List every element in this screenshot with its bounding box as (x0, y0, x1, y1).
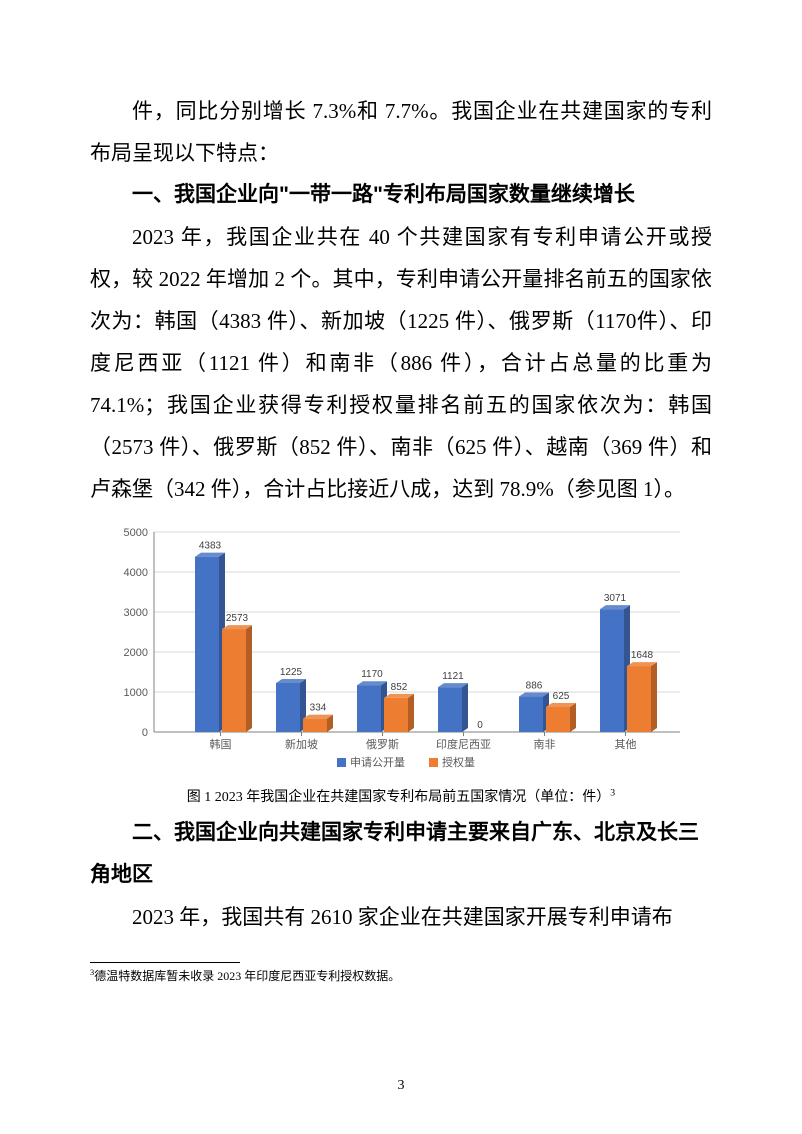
bar-chart: 0 1000 2000 3000 4000 5000 4383 2573 韩国 1225 334 新加… (106, 524, 696, 784)
svg-text:4383: 4383 (199, 541, 222, 552)
heading-1: 一、我国企业向"一带一路"专利布局国家数量继续增长 (90, 174, 712, 216)
caption-text: 图 1 2023 年我国企业在共建国家专利布局前五国家情况（单位：件） (187, 790, 611, 805)
footnote-1: 3德温特数据库暂未收录 2023 年印度尼西亚专利授权数据。 (90, 967, 712, 984)
svg-text:其他: 其他 (615, 738, 637, 751)
svg-text:1121: 1121 (442, 671, 464, 682)
page-number: 3 (0, 1078, 802, 1094)
svg-text:俄罗斯: 俄罗斯 (366, 738, 399, 751)
svg-text:0: 0 (477, 720, 483, 731)
svg-text:4000: 4000 (124, 567, 148, 579)
paragraph-3: 2023 年，我国共有 2610 家企业在共建国家开展专利申请布 (90, 896, 712, 938)
svg-text:1170: 1170 (361, 669, 383, 680)
svg-text:3071: 3071 (604, 593, 627, 604)
svg-text:2573: 2573 (226, 613, 249, 624)
caption-footnote-ref: 3 (610, 787, 615, 798)
svg-text:韩国: 韩国 (210, 737, 232, 751)
paragraph-1: 件，同比分别增长 7.3%和 7.7%。我国企业在共建国家的专利布局呈现以下特点… (90, 90, 712, 174)
svg-text:南非: 南非 (534, 738, 556, 751)
svg-text:申请公开量: 申请公开量 (350, 756, 405, 769)
figure-caption: 图 1 2023 年我国企业在共建国家专利布局前五国家情况（单位：件）3 (106, 786, 696, 806)
svg-text:1000: 1000 (124, 687, 148, 699)
svg-text:886: 886 (526, 681, 543, 692)
svg-text:1225: 1225 (280, 667, 303, 678)
svg-text:334: 334 (310, 703, 327, 714)
paragraph-2: 2023 年，我国企业共在 40 个共建国家有专利申请公开或授权，较 2022 … (90, 216, 712, 510)
svg-text:印度尼西亚: 印度尼西亚 (436, 737, 491, 751)
svg-text:授权量: 授权量 (442, 755, 475, 769)
svg-text:新加坡: 新加坡 (285, 737, 318, 751)
svg-text:3000: 3000 (124, 607, 148, 619)
svg-text:2000: 2000 (124, 647, 148, 659)
footnote-separator (90, 962, 240, 963)
heading-2: 二、我国企业向共建国家专利申请主要来自广东、北京及长三角地区 (90, 812, 712, 896)
figure-1: 0 1000 2000 3000 4000 5000 4383 2573 韩国 1225 334 新加… (106, 524, 696, 806)
svg-text:0: 0 (142, 727, 148, 739)
svg-text:1648: 1648 (631, 650, 654, 661)
svg-text:852: 852 (391, 682, 408, 693)
svg-text:5000: 5000 (124, 527, 148, 539)
footnote-text: 德温特数据库暂未收录 2023 年印度尼西亚专利授权数据。 (94, 969, 400, 983)
svg-text:625: 625 (553, 691, 570, 702)
